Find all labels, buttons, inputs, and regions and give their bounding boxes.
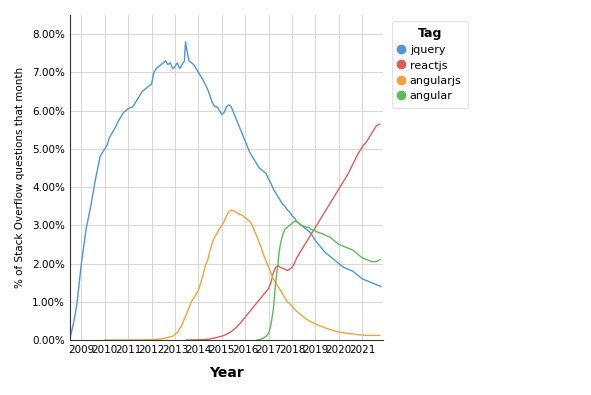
Legend: jquery, reactjs, angularjs, angular: jquery, reactjs, angularjs, angular bbox=[392, 21, 468, 108]
Y-axis label: % of Stack Overflow questions that month: % of Stack Overflow questions that month bbox=[15, 67, 25, 288]
X-axis label: Year: Year bbox=[209, 366, 244, 380]
